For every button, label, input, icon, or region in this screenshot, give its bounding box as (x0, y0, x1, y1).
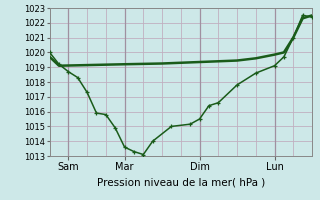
X-axis label: Pression niveau de la mer( hPa ): Pression niveau de la mer( hPa ) (97, 177, 265, 187)
